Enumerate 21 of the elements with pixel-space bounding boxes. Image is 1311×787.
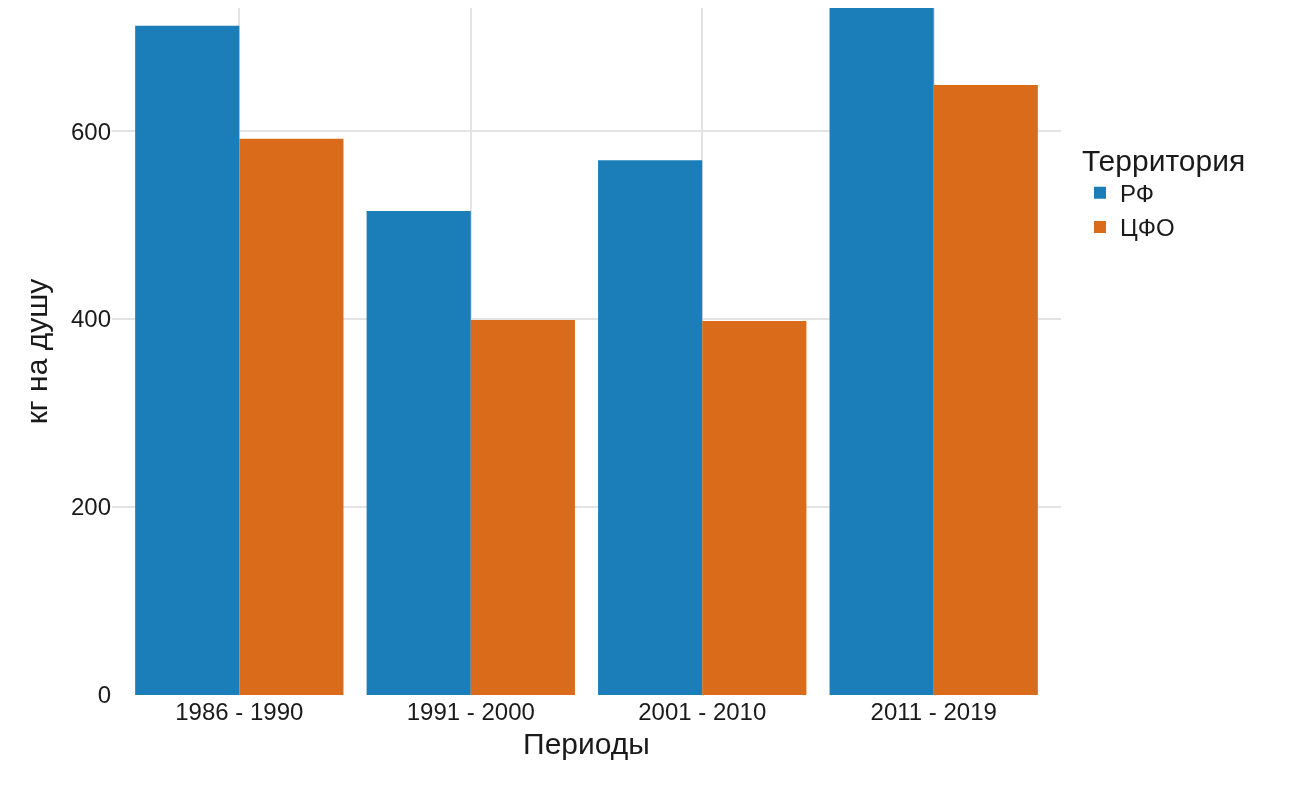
bar	[366, 211, 471, 695]
y-tick-label: 400	[70, 305, 111, 333]
bar	[135, 25, 240, 695]
y-tick-label: 600	[70, 117, 111, 145]
legend-label: РФ	[1119, 180, 1154, 208]
y-tick-label: 200	[70, 493, 111, 521]
y-tick-label: 0	[97, 681, 111, 709]
bar	[239, 138, 344, 695]
legend-label: ЦФО	[1119, 214, 1175, 242]
bar	[702, 320, 807, 695]
bar	[470, 320, 575, 695]
y-axis-title: кг на душу	[19, 278, 53, 425]
x-tick-label: 1986 - 1990	[175, 698, 304, 725]
x-tick-label: 1991 - 2000	[406, 698, 535, 725]
bar	[598, 160, 703, 695]
bar	[829, 8, 934, 695]
x-tick-label: 2001 - 2010	[638, 698, 767, 725]
x-axis-title: Периоды	[523, 726, 650, 760]
bar	[933, 85, 1038, 695]
legend-title: Территория	[1081, 143, 1246, 177]
x-tick-label: 2011 - 2019	[870, 698, 997, 725]
